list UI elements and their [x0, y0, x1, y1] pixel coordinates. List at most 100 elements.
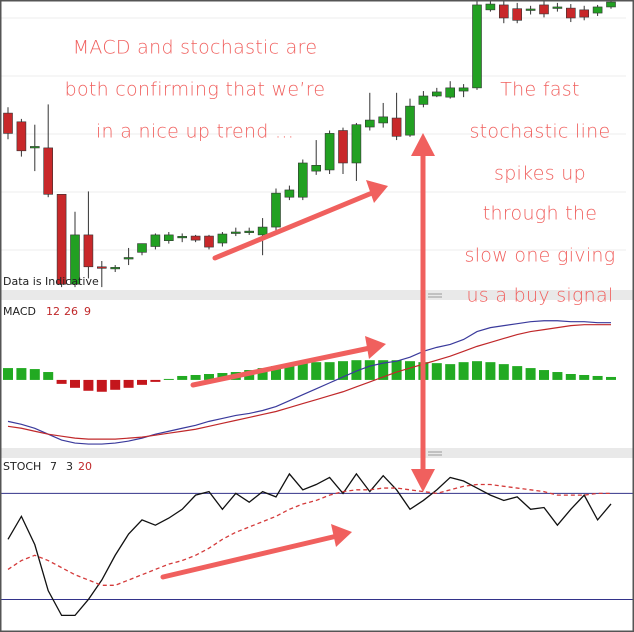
candle-body — [606, 1, 616, 8]
candle-body — [97, 266, 107, 269]
histogram-bar — [498, 364, 509, 380]
panel-param: 12 — [46, 305, 60, 318]
candle-body — [297, 162, 308, 198]
histogram-bar — [539, 370, 549, 380]
candle-body — [311, 165, 322, 172]
watermark: Data is Indicative — [3, 275, 99, 288]
histogram-bar — [16, 368, 27, 380]
panel-param: 20 — [78, 460, 92, 473]
histogram-bar — [405, 361, 415, 380]
annotation: spikes up — [494, 163, 586, 185]
annotation: us a buy signal — [466, 285, 613, 307]
candle-body — [539, 4, 549, 15]
histogram-bar — [56, 379, 67, 384]
candle-body — [271, 192, 281, 228]
histogram-bar — [458, 362, 469, 380]
histogram-bar — [123, 379, 134, 388]
panel-param: 7 — [50, 460, 57, 473]
annotation: through the — [483, 203, 598, 225]
histogram-bar — [324, 362, 335, 380]
histogram-bar — [592, 375, 603, 380]
candle-body — [565, 7, 576, 19]
histogram-bar — [445, 364, 456, 380]
histogram-bar — [485, 362, 496, 380]
histogram-bar — [284, 364, 295, 380]
candle-body — [56, 194, 67, 285]
panel-separator[interactable] — [0, 290, 634, 300]
candle-body — [29, 146, 40, 149]
candle-body — [512, 8, 523, 21]
histogram-bar — [204, 374, 214, 380]
candle-body — [364, 119, 375, 128]
histogram-bar — [257, 368, 268, 380]
candle-body — [338, 130, 348, 164]
histogram-bar — [311, 362, 322, 380]
histogram-bar — [271, 366, 281, 380]
candle-body — [458, 87, 469, 92]
histogram-bar — [96, 379, 107, 392]
resize-grip — [428, 293, 442, 456]
candle-body — [177, 236, 187, 239]
arrows — [160, 133, 435, 580]
candle-body — [43, 147, 54, 195]
candle-body — [485, 3, 496, 11]
histogram-bar — [110, 379, 121, 390]
candle-body — [498, 4, 509, 19]
annotation: stochastic line — [469, 121, 610, 143]
histogram-bar — [137, 379, 147, 385]
candle-body — [3, 112, 13, 134]
annotation: The fast — [500, 79, 579, 101]
histogram-bar — [378, 360, 389, 380]
panel-param: 26 — [64, 305, 78, 318]
histogram-bar — [150, 379, 161, 382]
histogram-bar — [606, 376, 616, 380]
histogram-bar — [163, 378, 174, 380]
histogram-bar — [431, 363, 442, 380]
candle-body — [324, 133, 335, 171]
panel-param: 9 — [84, 305, 91, 318]
candle-body — [190, 235, 201, 241]
histogram-bar — [364, 360, 375, 380]
annotations: MACD and stochastic are both confirming t… — [65, 37, 616, 307]
oscillator-line — [7, 472, 612, 617]
candle-body — [552, 6, 563, 9]
candle-body — [231, 231, 241, 234]
annotation: in a nice up trend ... — [96, 121, 294, 143]
candle-body — [70, 234, 80, 285]
histogram-bar — [43, 372, 54, 380]
histogram-bar — [70, 379, 80, 388]
candle-body — [391, 117, 402, 137]
candle-body — [16, 121, 27, 152]
candle-body — [284, 189, 295, 198]
panel-title: STOCH — [3, 460, 41, 473]
histogram-bar — [3, 368, 13, 380]
histogram-bar — [512, 366, 523, 380]
histogram-bar — [391, 360, 402, 380]
histogram-bar — [338, 361, 348, 380]
candle-body — [579, 9, 590, 18]
histogram-bar — [83, 379, 94, 391]
histogram-bar — [579, 374, 590, 380]
candle-body — [164, 234, 174, 241]
histogram-bar — [297, 363, 308, 380]
indicator-line — [7, 320, 611, 445]
candle-body — [351, 124, 362, 164]
histogram-bar — [472, 361, 482, 380]
candle-body — [123, 257, 134, 260]
oscillator-line — [7, 483, 611, 586]
candle-body — [472, 4, 482, 89]
histogram-bar — [190, 374, 201, 380]
candle-body — [137, 243, 147, 253]
panel-separator[interactable] — [0, 448, 634, 458]
histogram-bar — [552, 372, 563, 380]
candle-body — [405, 105, 415, 136]
candle-body — [83, 234, 94, 268]
histogram-bar — [525, 368, 536, 380]
candle-body — [378, 116, 389, 124]
candle-body — [217, 233, 228, 244]
candle-body — [431, 91, 442, 97]
histogram-bar — [177, 375, 188, 380]
